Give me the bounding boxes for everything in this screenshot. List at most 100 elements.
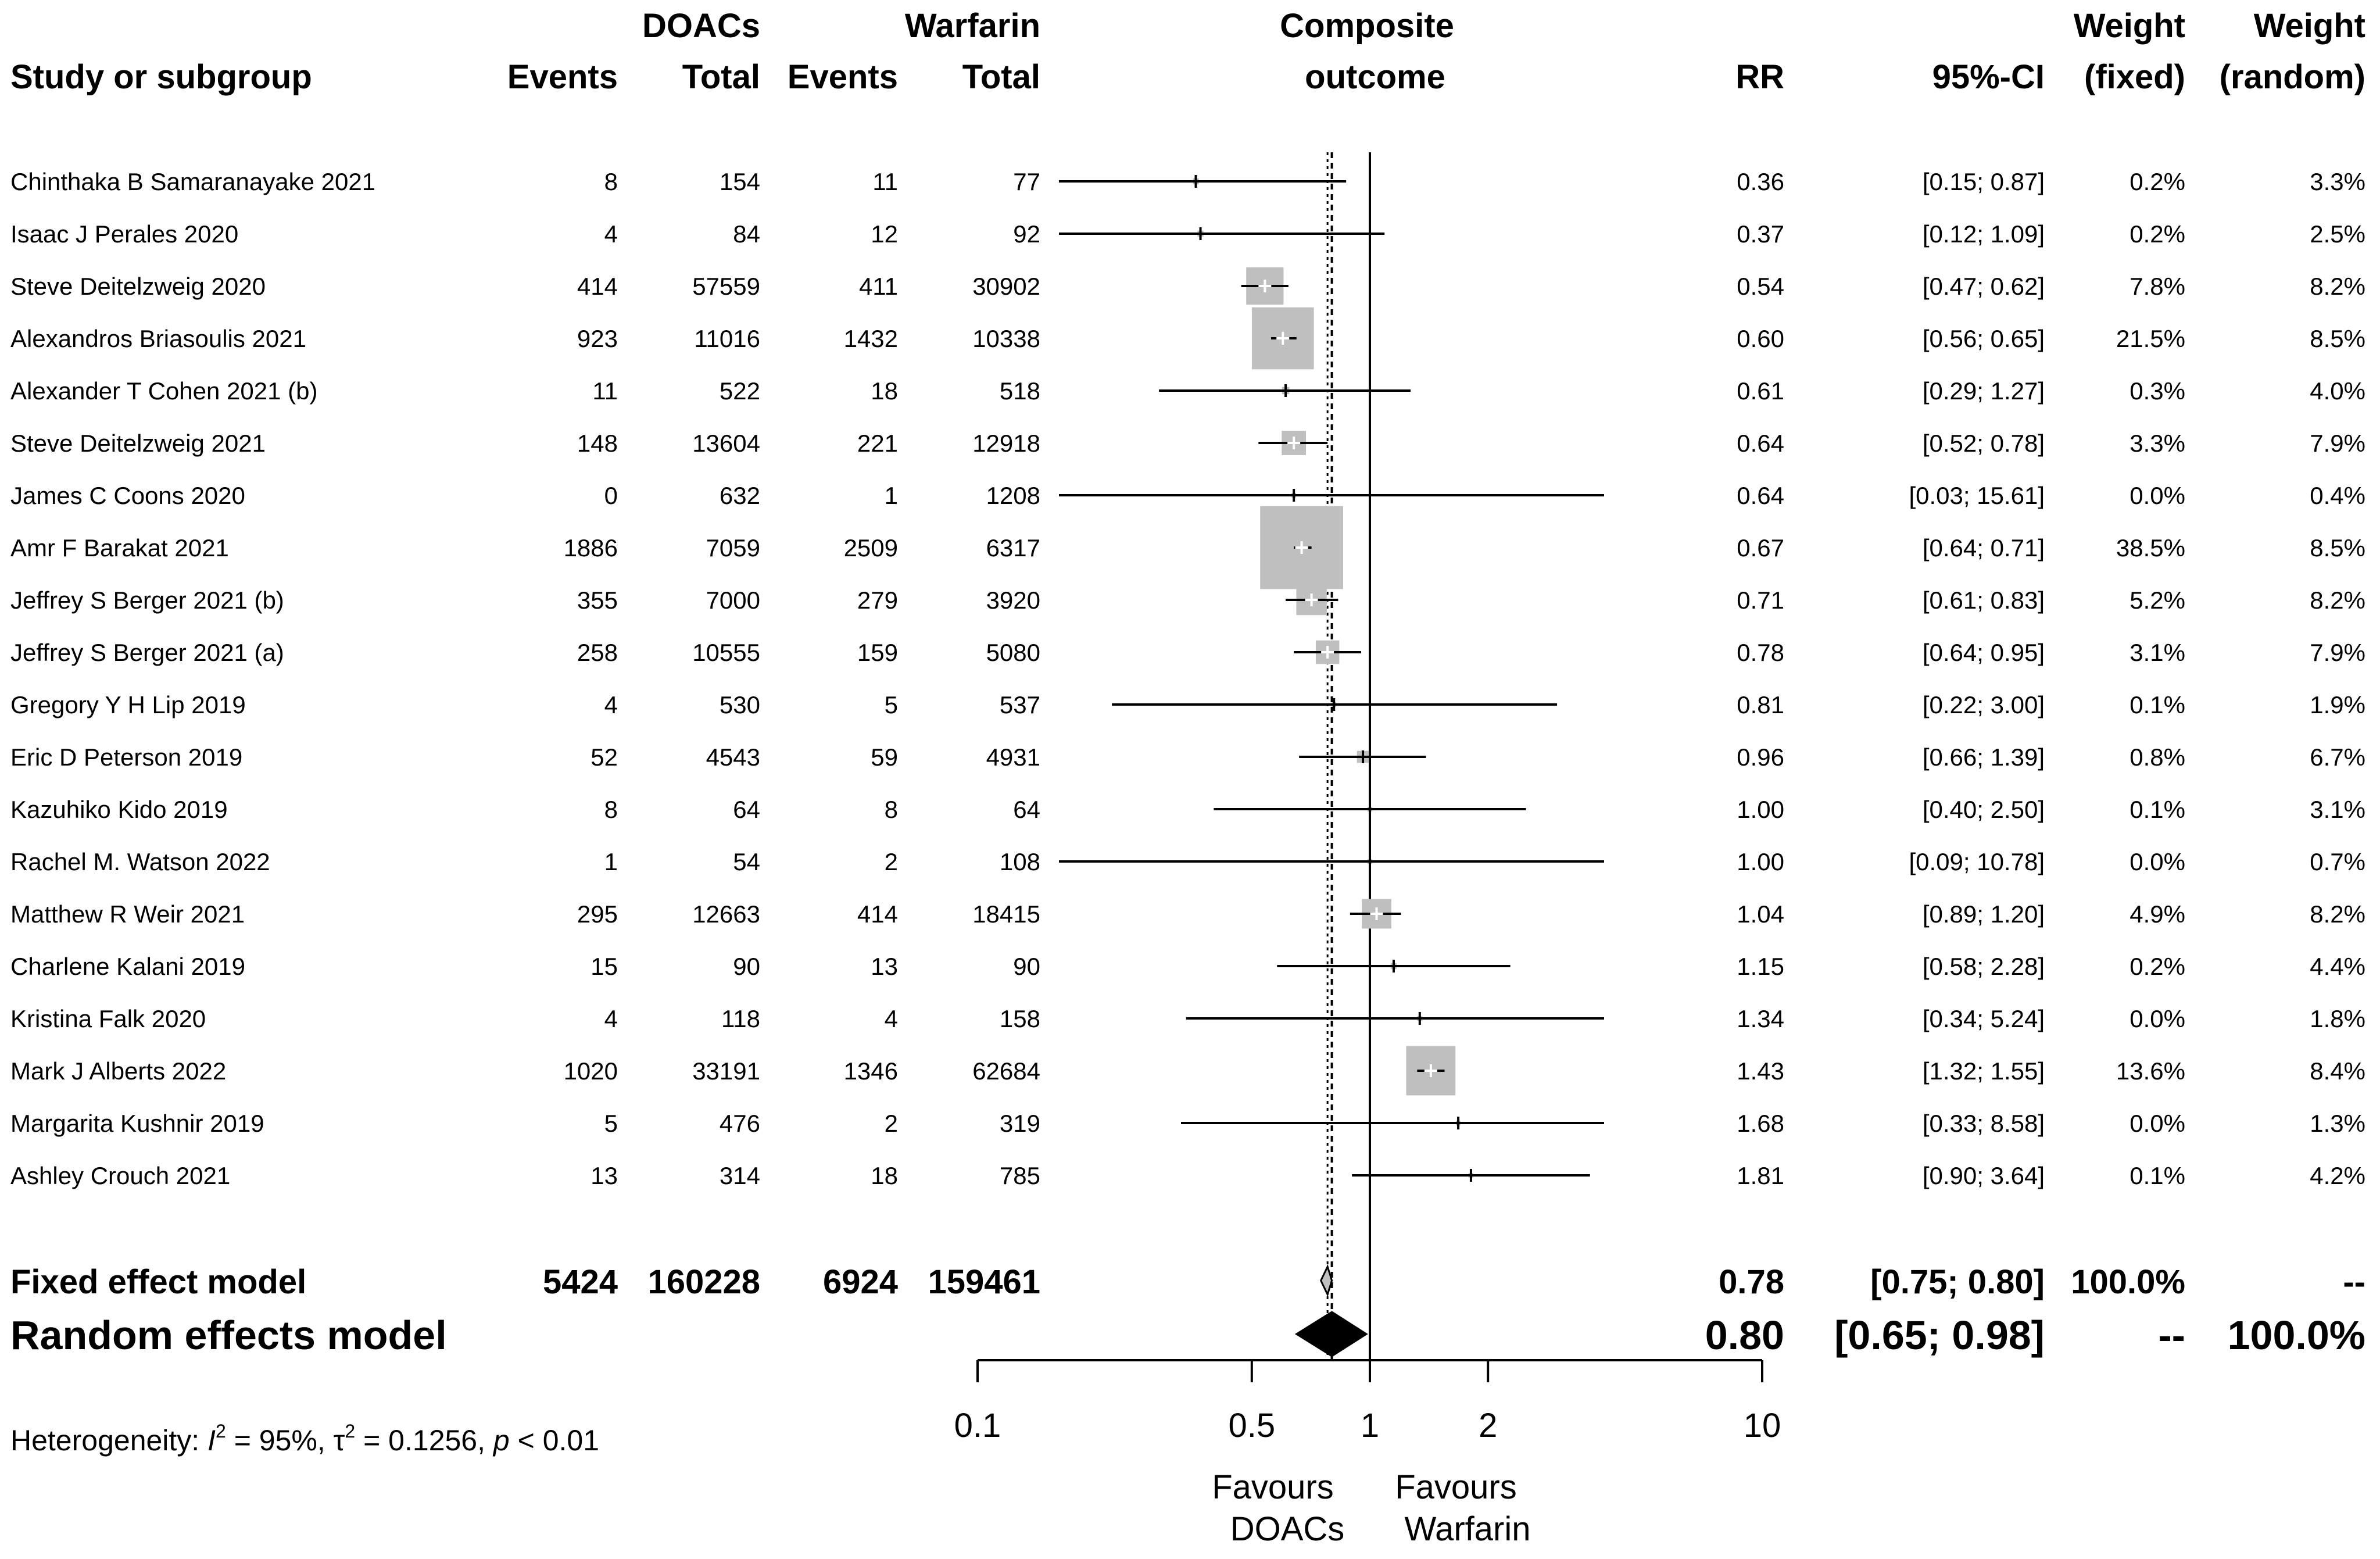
warf-total-cell: 30902 xyxy=(972,273,1040,300)
ci-cell: [0.12; 1.09] xyxy=(1923,220,2045,248)
het-i2-value: = 95%, xyxy=(226,1424,334,1457)
study-row: Jeffrey S Berger 2021 (b) 355 7000 279 3920 0… xyxy=(10,587,2365,614)
het-i2-sup: 2 xyxy=(216,1421,226,1442)
fixed-effect-label: Fixed effect model xyxy=(10,1263,306,1301)
header-rr: RR xyxy=(1735,58,1784,96)
weight-random-cell: 4.4% xyxy=(2310,953,2365,980)
weight-random-cell: 2.5% xyxy=(2310,220,2365,248)
doac-total-cell: 54 xyxy=(733,848,760,875)
study-rows: Chinthaka B Samaranayake 2021 8 154 11 77 0.3… xyxy=(10,168,2365,1189)
ci-cell: [0.58; 2.28] xyxy=(1923,953,2045,980)
warf-total-cell: 62684 xyxy=(972,1057,1040,1085)
doac-events-cell: 148 xyxy=(577,430,618,457)
ci-cell: [0.66; 1.39] xyxy=(1923,743,2045,771)
study-estimate xyxy=(1059,855,1604,868)
weight-fixed-cell: 0.2% xyxy=(2130,953,2185,980)
warf-events-cell: 1432 xyxy=(844,325,898,352)
weight-random-cell: 1.3% xyxy=(2310,1110,2365,1137)
fixed-warf-total: 159461 xyxy=(928,1263,1040,1301)
weight-random-cell: 3.3% xyxy=(2310,168,2365,195)
study-row: Steve Deitelzweig 2020 414 57559 411 30902 0.… xyxy=(10,273,2365,300)
warf-total-cell: 6317 xyxy=(986,534,1040,562)
fixed-effect-row: Fixed effect model 5424 160228 6924 159461 0.… xyxy=(10,1263,2365,1301)
study-name: Margarita Kushnir 2019 xyxy=(10,1110,264,1137)
warf-events-cell: 2509 xyxy=(844,534,898,562)
study-name: James C Coons 2020 xyxy=(10,482,245,509)
rr-cell: 1.00 xyxy=(1737,796,1784,823)
rr-cell: 1.15 xyxy=(1737,953,1784,980)
ci-cell: [0.34; 5.24] xyxy=(1923,1005,2045,1032)
ci-cell: [0.52; 0.78] xyxy=(1923,430,2045,457)
doac-total-cell: 64 xyxy=(733,796,760,823)
weight-fixed-cell: 0.1% xyxy=(2130,1162,2185,1189)
plot-title-line2: outcome xyxy=(1305,58,1445,96)
weight-fixed-cell: 13.6% xyxy=(2116,1057,2185,1085)
header-warf-events: Events xyxy=(788,58,898,96)
study-estimate xyxy=(1241,267,1289,305)
ci-cell: [0.15; 0.87] xyxy=(1923,168,2045,195)
warf-events-cell: 411 xyxy=(859,273,898,300)
plot-area: 0.1 0.5 1 2 10 xyxy=(954,152,1781,1444)
rr-cell: 0.96 xyxy=(1737,743,1784,771)
ci-cell: [0.90; 3.64] xyxy=(1923,1162,2045,1189)
header-doacs: DOACs xyxy=(642,7,760,45)
study-name: Mark J Alberts 2022 xyxy=(10,1057,226,1085)
rr-cell: 0.61 xyxy=(1737,377,1784,405)
x-tick-label: 10 xyxy=(1744,1407,1781,1444)
warf-total-cell: 1208 xyxy=(986,482,1040,509)
study-estimate xyxy=(1258,431,1328,455)
weight-random-cell: 8.2% xyxy=(2310,587,2365,614)
doac-events-cell: 355 xyxy=(577,587,618,614)
random-weight-random: 100.0% xyxy=(2228,1313,2365,1358)
weight-random-cell: 4.2% xyxy=(2310,1162,2365,1189)
rr-cell: 1.68 xyxy=(1737,1110,1784,1137)
weight-random-cell: 1.9% xyxy=(2310,691,2365,718)
warf-events-cell: 1 xyxy=(885,482,898,509)
study-row: James C Coons 2020 0 632 1 1208 0.64 [0.03; 15… xyxy=(10,482,2365,509)
doac-events-cell: 1886 xyxy=(564,534,618,562)
study-row: Chinthaka B Samaranayake 2021 8 154 11 77 0.3… xyxy=(10,168,2365,195)
doac-events-cell: 15 xyxy=(590,953,618,980)
warf-total-cell: 18415 xyxy=(972,900,1040,928)
warf-events-cell: 2 xyxy=(885,848,898,875)
doac-total-cell: 314 xyxy=(720,1162,760,1189)
doac-events-cell: 1020 xyxy=(564,1057,618,1085)
weight-fixed-cell: 0.1% xyxy=(2130,691,2185,718)
study-row: Matthew R Weir 2021 295 12663 414 18415 1.04 [… xyxy=(10,900,2365,928)
ci-cell: [0.56; 0.65] xyxy=(1923,325,2045,352)
fixed-ci: [0.75; 0.80] xyxy=(1870,1263,2045,1301)
ci-cell: [0.64; 0.71] xyxy=(1923,534,2045,562)
study-name: Amr F Barakat 2021 xyxy=(10,534,229,562)
rr-cell: 0.67 xyxy=(1737,534,1784,562)
study-name: Kristina Falk 2020 xyxy=(10,1005,206,1032)
het-tau-value: = 0.1256, xyxy=(355,1424,493,1457)
weight-fixed-cell: 0.0% xyxy=(2130,848,2185,875)
warf-events-cell: 2 xyxy=(885,1110,898,1137)
ci-cell: [0.64; 0.95] xyxy=(1923,639,2045,666)
doac-total-cell: 84 xyxy=(733,220,760,248)
study-row: Alexander T Cohen 2021 (b) 11 522 18 518 0.61… xyxy=(10,377,2365,405)
warf-total-cell: 64 xyxy=(1013,796,1040,823)
het-i2-letter: I xyxy=(207,1424,216,1457)
doac-events-cell: 11 xyxy=(592,377,618,405)
study-row: Amr F Barakat 2021 1886 7059 2509 6317 0.67 [0… xyxy=(10,534,2365,562)
weight-fixed-cell: 0.2% xyxy=(2130,168,2185,195)
study-row: Margarita Kushnir 2019 5 476 2 319 1.68 [0.33;… xyxy=(10,1110,2365,1137)
study-estimate xyxy=(1352,1169,1590,1182)
warf-events-cell: 18 xyxy=(871,1162,898,1189)
warf-events-cell: 221 xyxy=(857,430,898,457)
random-effects-label: Random effects model xyxy=(10,1313,447,1358)
ci-cell: [0.22; 3.00] xyxy=(1923,691,2045,718)
warf-total-cell: 90 xyxy=(1013,953,1040,980)
doac-events-cell: 5 xyxy=(604,1110,618,1137)
weight-fixed-cell: 5.2% xyxy=(2130,587,2185,614)
random-weight-fixed: -- xyxy=(2158,1313,2185,1358)
study-estimate xyxy=(1180,1117,1604,1129)
plot-title-line1: Composite xyxy=(1280,7,1454,45)
weight-fixed-cell: 3.3% xyxy=(2130,430,2185,457)
favours-right-line1: Favours xyxy=(1395,1468,1517,1506)
weight-random-cell: 1.8% xyxy=(2310,1005,2365,1032)
study-row: Steve Deitelzweig 2021 148 13604 221 12918 0.… xyxy=(10,430,2365,457)
ci-cell: [0.61; 0.83] xyxy=(1923,587,2045,614)
doac-events-cell: 414 xyxy=(577,273,618,300)
